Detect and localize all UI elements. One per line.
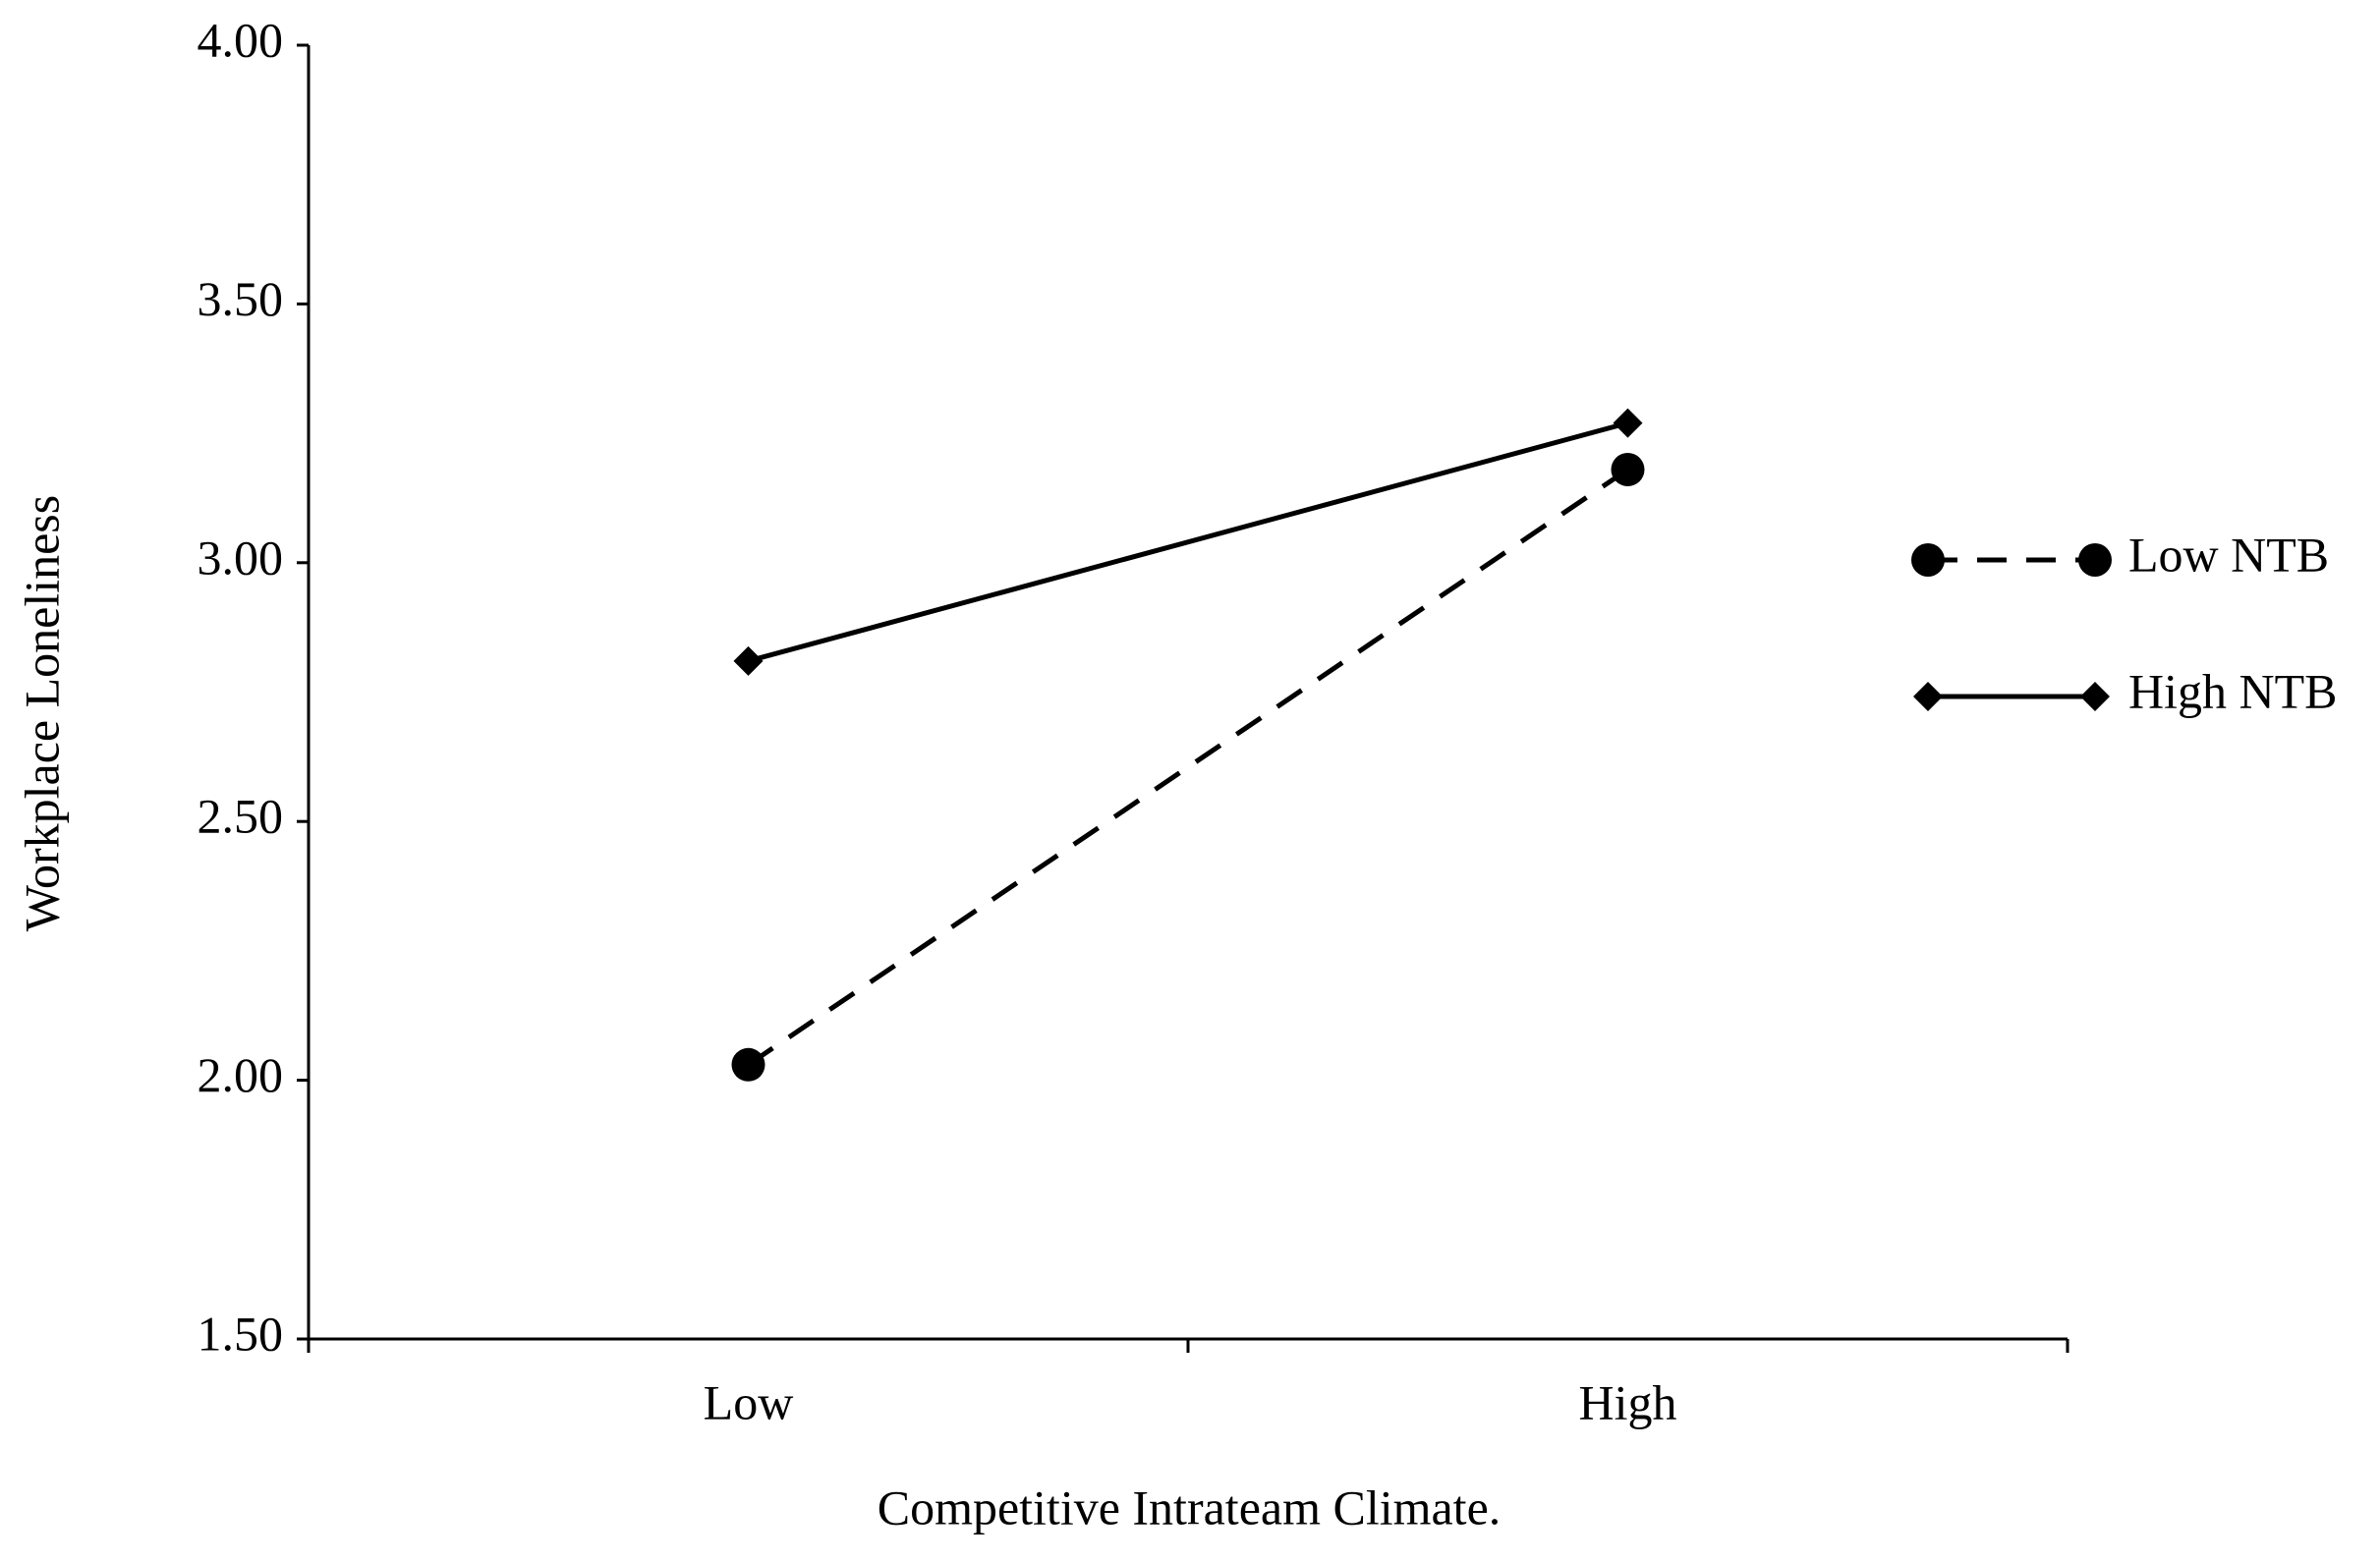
y-tick-label: 4.00 — [198, 12, 284, 67]
series-line — [747, 467, 1629, 1067]
y-tick-label: 3.50 — [198, 271, 284, 326]
data-point — [1613, 408, 1643, 438]
x-axis-title: Competitive Intrateam Climate. — [878, 1479, 1502, 1534]
x-tick-label: High — [1579, 1374, 1677, 1429]
legend-marker — [2080, 682, 2110, 711]
y-axis-title: Workplace Loneliness — [14, 495, 69, 931]
data-point — [733, 645, 764, 676]
data-point — [731, 1047, 765, 1082]
legend-marker — [1913, 682, 1943, 711]
legend-marker — [1911, 543, 1945, 577]
x-tick-label: Low — [704, 1374, 794, 1429]
legend-label: Low NTB — [2128, 527, 2329, 582]
series-line — [747, 420, 1629, 664]
legend-marker — [2078, 543, 2112, 577]
y-tick-label: 2.00 — [198, 1047, 284, 1102]
y-tick-label: 1.50 — [198, 1306, 284, 1361]
y-tick-label: 3.00 — [198, 530, 284, 585]
legend-label: High NTB — [2128, 663, 2338, 718]
data-point — [1611, 452, 1645, 486]
y-tick-label: 2.50 — [198, 789, 284, 844]
